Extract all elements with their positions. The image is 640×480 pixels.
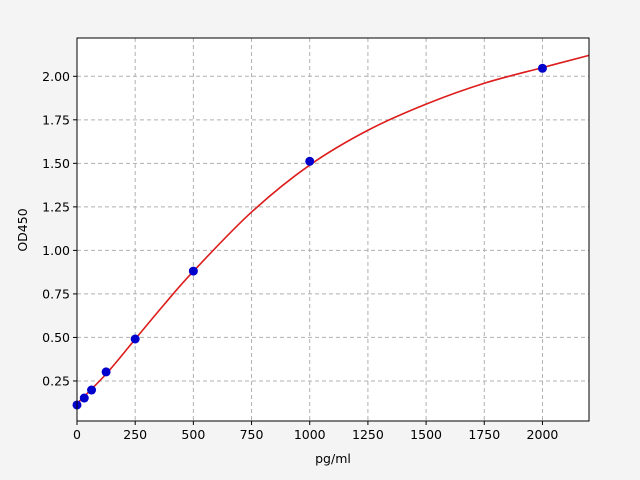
x-tick-label: 250 bbox=[123, 427, 147, 442]
plot-area bbox=[77, 38, 589, 421]
y-tick-label: 0.25 bbox=[42, 373, 70, 388]
plot-frame bbox=[76, 37, 590, 422]
data-point bbox=[79, 393, 89, 403]
x-axis-label: pg/ml bbox=[315, 451, 351, 466]
data-point bbox=[188, 266, 198, 276]
x-tick-label: 2000 bbox=[527, 427, 559, 442]
y-tick-label: 0.50 bbox=[42, 330, 70, 345]
y-tick-label: 0.75 bbox=[42, 286, 70, 301]
data-point bbox=[130, 334, 140, 344]
ticks: 0 250 500 750 1000 1250 1500 1750 2000 0.25 0.50 0.… bbox=[42, 69, 558, 442]
data-point bbox=[101, 367, 111, 377]
y-tick-label: 2.00 bbox=[42, 69, 70, 84]
x-tick-label: 1750 bbox=[468, 427, 500, 442]
x-tick-label: 500 bbox=[181, 427, 205, 442]
x-tick-label: 0 bbox=[73, 427, 81, 442]
x-tick-label: 1000 bbox=[294, 427, 326, 442]
y-tick-label: 1.00 bbox=[42, 243, 70, 258]
y-tick-label: 1.50 bbox=[42, 156, 70, 171]
x-tick-label: 1500 bbox=[410, 427, 442, 442]
x-tick-label: 750 bbox=[240, 427, 264, 442]
data-points bbox=[72, 63, 547, 410]
data-point bbox=[537, 63, 547, 73]
x-tick-label: 1250 bbox=[352, 427, 384, 442]
data-point bbox=[305, 156, 315, 166]
data-point bbox=[87, 385, 97, 395]
y-axis-label: OD450 bbox=[15, 208, 30, 251]
y-tick-label: 1.25 bbox=[42, 199, 70, 214]
grid bbox=[76, 38, 589, 421]
y-tick-label: 1.75 bbox=[42, 112, 70, 127]
